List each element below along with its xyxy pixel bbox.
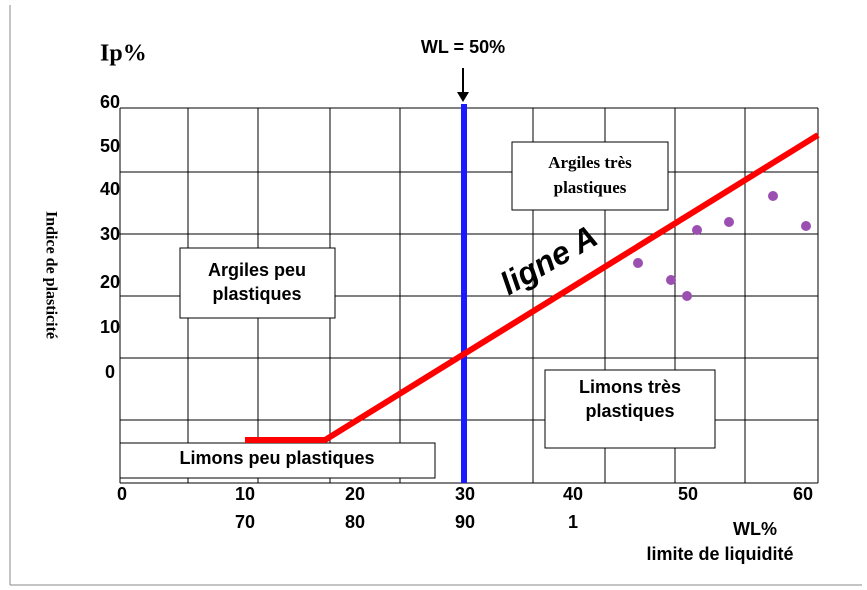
arrow-head bbox=[457, 92, 469, 102]
x-tick-label: 30 bbox=[455, 484, 475, 504]
points bbox=[633, 191, 811, 301]
y-title: Ip% bbox=[100, 41, 147, 67]
marker-label: WL = 50% bbox=[421, 37, 505, 57]
x-tick-label: 80 bbox=[345, 512, 365, 532]
y-tick-label: 30 bbox=[100, 224, 120, 244]
region-label: plastiques bbox=[585, 401, 674, 421]
ligne-a bbox=[245, 132, 820, 443]
y-tick-label: 50 bbox=[100, 136, 120, 156]
x-tick-label: 20 bbox=[345, 484, 365, 504]
region-box bbox=[544, 369, 716, 449]
region-box bbox=[179, 247, 336, 319]
region-label: Argiles très bbox=[548, 153, 632, 172]
y-tick-label: 60 bbox=[100, 92, 120, 112]
y-tick-label: 40 bbox=[100, 179, 120, 199]
x-tick-label: 40 bbox=[563, 484, 583, 504]
x-title: WL% bbox=[733, 519, 777, 539]
region-label: Limons peu plastiques bbox=[179, 448, 374, 468]
x-tick-label: 0 bbox=[117, 484, 127, 504]
region-label: Argiles peu bbox=[208, 260, 306, 280]
x-label: limite de liquidité bbox=[646, 544, 793, 564]
x-tick-label: 70 bbox=[235, 512, 255, 532]
region-label: plastiques bbox=[212, 284, 301, 304]
y-tick-label: 10 bbox=[100, 317, 120, 337]
region-label: Limons très bbox=[579, 377, 681, 397]
y-tick-label: 20 bbox=[100, 272, 120, 292]
region-box bbox=[511, 141, 669, 211]
x-tick-label: 1 bbox=[568, 512, 578, 532]
region-label: plastiques bbox=[554, 178, 627, 197]
x-tick-label: 60 bbox=[793, 484, 813, 504]
x-tick-label: 50 bbox=[678, 484, 698, 504]
y-label: Indice de plasticité bbox=[42, 211, 59, 339]
x-tick-label: 90 bbox=[455, 512, 475, 532]
x-tick-label: 10 bbox=[235, 484, 255, 504]
y-tick-label: 0 bbox=[105, 362, 115, 382]
line-label: ligne A bbox=[494, 218, 603, 302]
